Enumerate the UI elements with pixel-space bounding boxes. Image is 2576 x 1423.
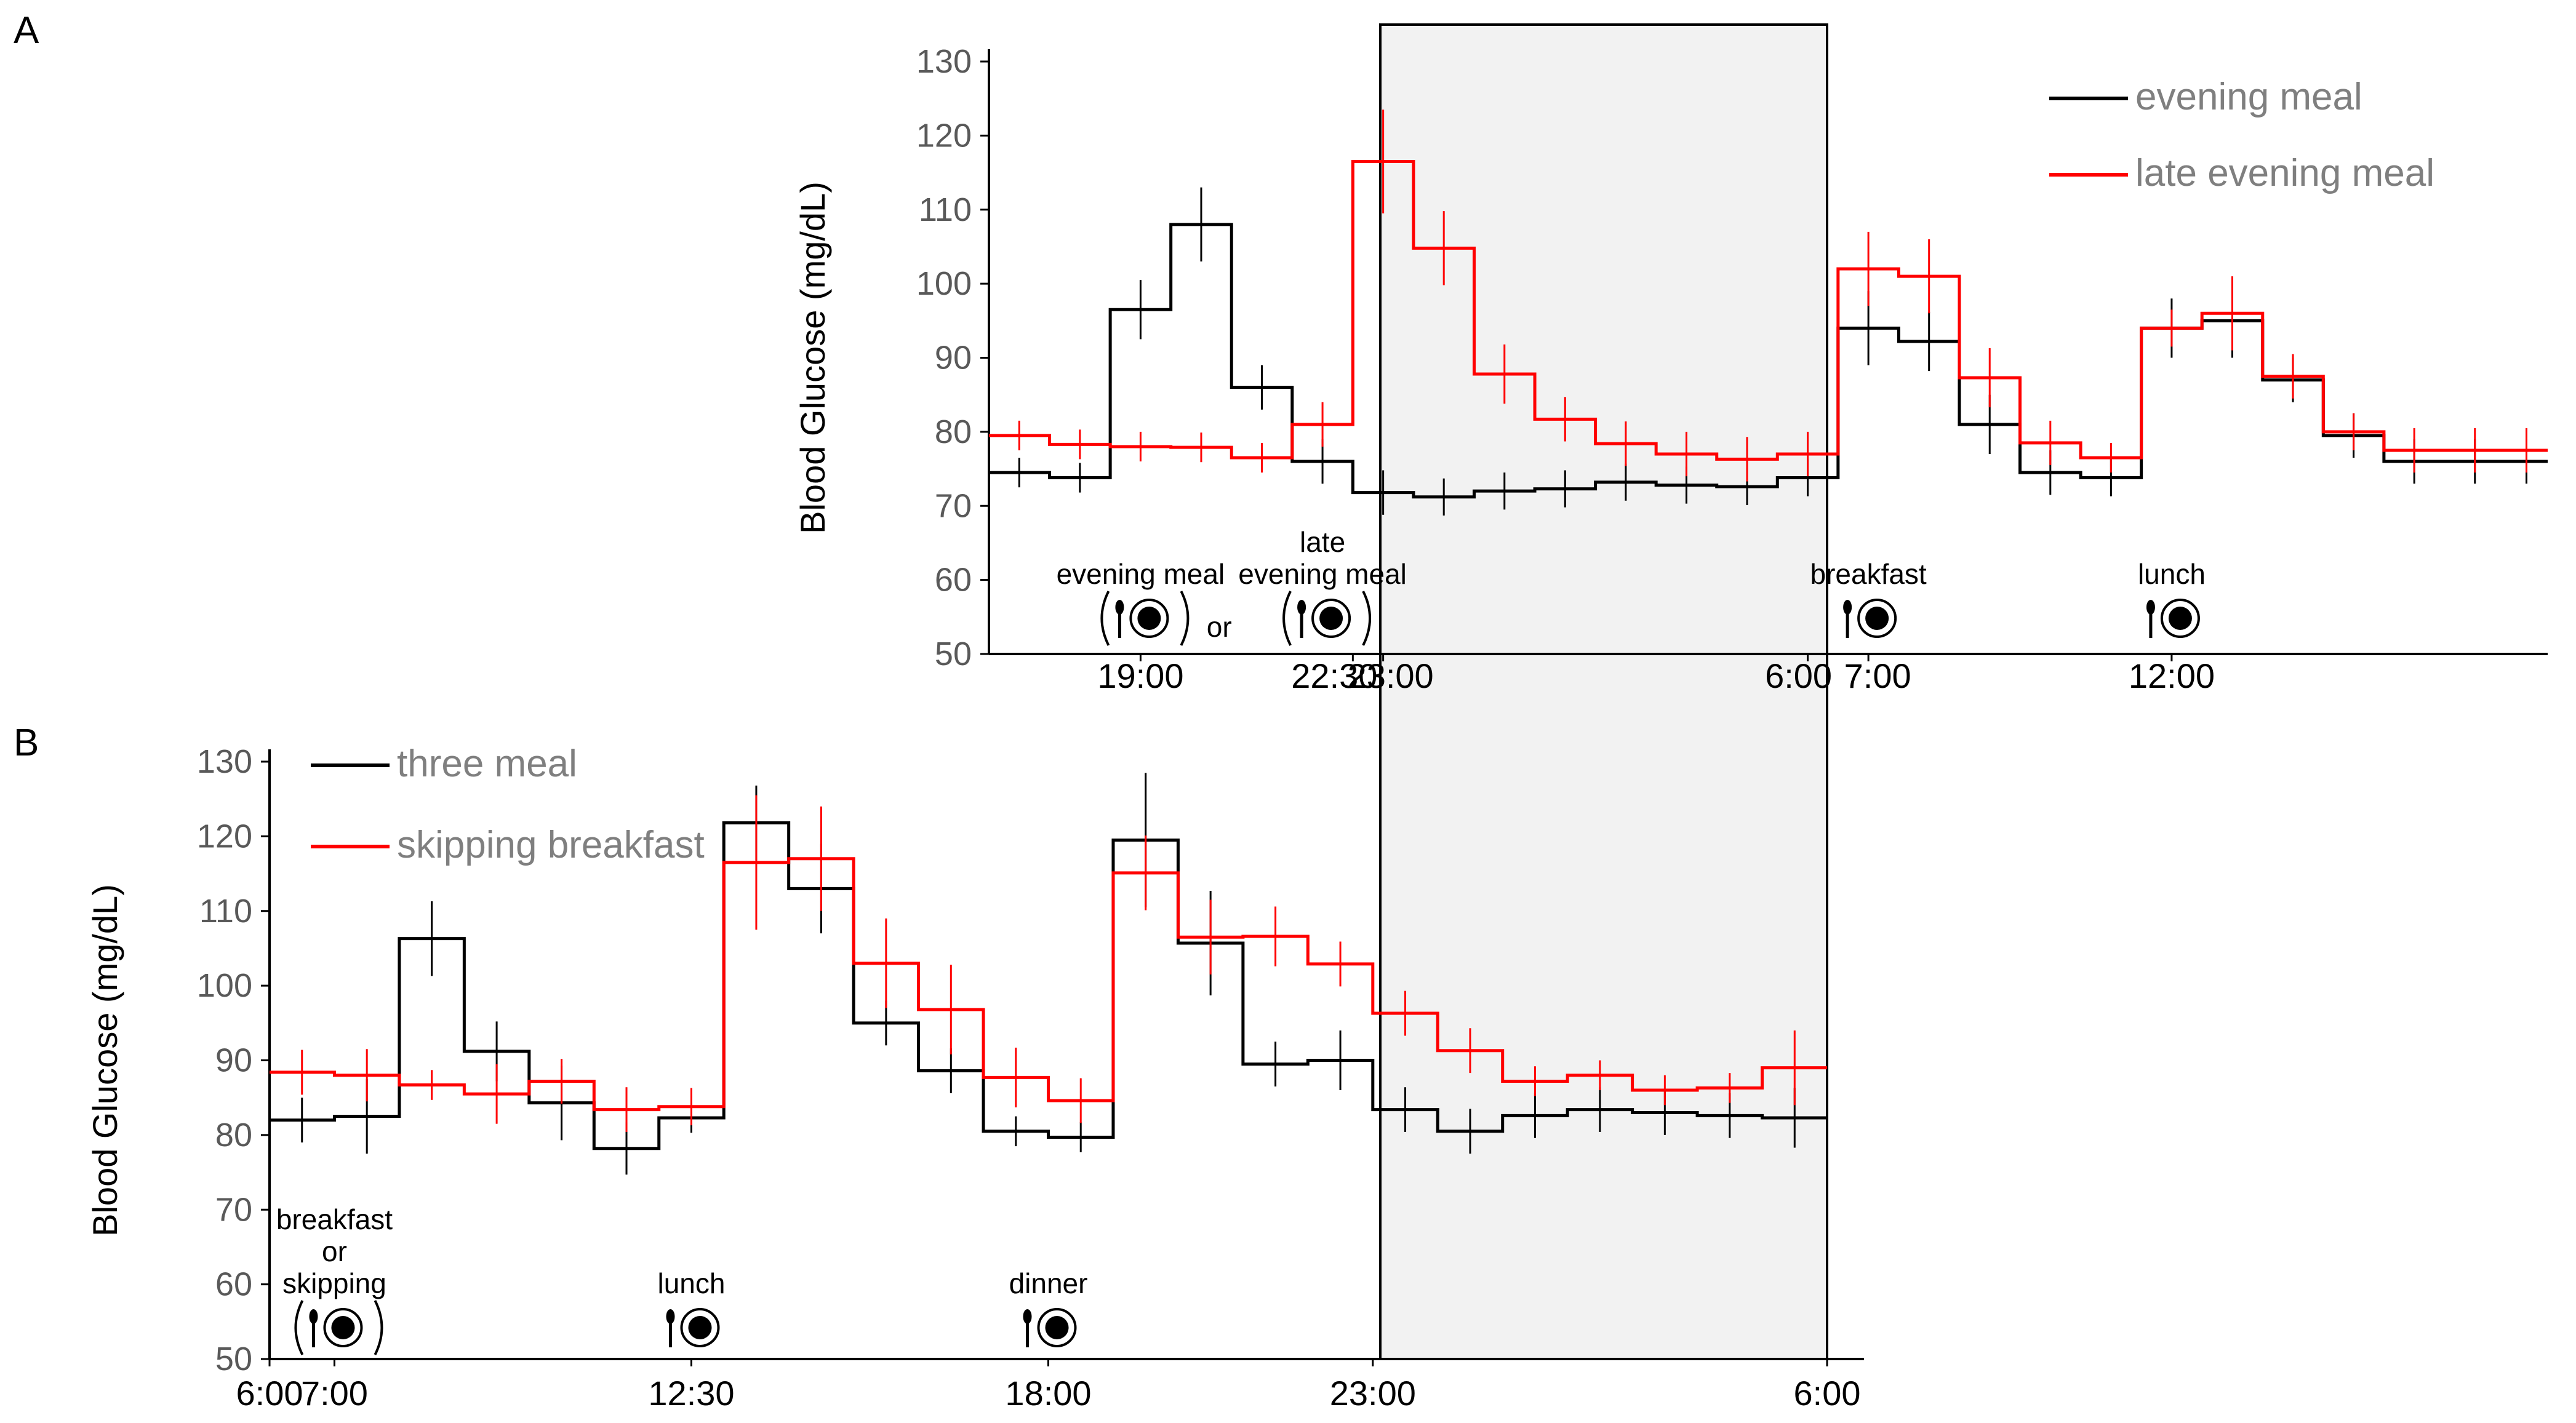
- x-tick-label: 23:00: [1330, 1374, 1416, 1413]
- legend-label: three meal: [397, 743, 577, 785]
- y-tick-label: 120: [916, 117, 972, 154]
- meal-label: breakfast: [1810, 558, 1927, 590]
- meal-icon: [2146, 599, 2200, 638]
- meal-label: breakfast or skipping: [276, 1203, 393, 1299]
- series-evening-meal: [989, 187, 2548, 516]
- meal-label: dinner: [1009, 1267, 1088, 1299]
- y-tick-label: 130: [916, 43, 972, 80]
- y-tick-label: 80: [215, 1117, 252, 1154]
- meal-icon: [1023, 1308, 1077, 1347]
- legend-label: late evening meal: [2135, 152, 2434, 194]
- y-tick-label: 100: [916, 265, 972, 302]
- series-late-evening-meal: [989, 110, 2548, 482]
- series-skipping-breakfast: [270, 795, 1827, 1133]
- meal-label: lunch: [2138, 558, 2206, 590]
- meal-label: evening meal: [1057, 558, 1225, 590]
- y-tick-label: 90: [935, 340, 972, 377]
- panel-b-chart: 50 60 70 80 90 100 110 120 130 Blood Glucose (mg/…: [86, 743, 1864, 1413]
- x-tick-label: 23:00: [1348, 656, 1434, 695]
- x-tick-label: 12:00: [2129, 656, 2215, 695]
- x-tick-label: 7:00: [301, 1374, 368, 1413]
- x-tick-label: 7:00: [1844, 656, 1911, 695]
- meal-icon: [666, 1308, 720, 1347]
- x-tick-label: 6:00: [1794, 1374, 1861, 1413]
- night-shaded-band: [1379, 23, 1828, 1360]
- x-tick-label: 18:00: [1005, 1374, 1091, 1413]
- y-tick-label: 110: [199, 893, 252, 930]
- meal-icon: [1282, 591, 1372, 646]
- y-tick-label: 50: [935, 636, 972, 672]
- y-tick-label: 60: [935, 562, 972, 599]
- y-tick-label: 120: [197, 818, 252, 855]
- y-tick-label: 60: [215, 1266, 252, 1303]
- x-tick-label: 22:30: [1291, 656, 1377, 695]
- y-tick-label: 70: [215, 1191, 252, 1228]
- x-tick-label: 19:00: [1097, 656, 1183, 695]
- y-tick-label: 90: [215, 1042, 252, 1079]
- panel-a-letter: A: [14, 9, 39, 52]
- meal-label: lunch: [657, 1267, 725, 1299]
- meal-label: late evening meal: [1238, 526, 1407, 590]
- x-tick-label: 6:00: [236, 1374, 303, 1413]
- panel-a-chart: 50 60 70 80 90 100 110 120 130 Blood Glucose (mg/…: [793, 43, 2548, 695]
- y-tick-label: 130: [197, 743, 252, 780]
- series-line: [270, 857, 1827, 1112]
- y-tick-label: 70: [935, 487, 972, 524]
- x-tick-label: 12:30: [648, 1374, 734, 1413]
- y-tick-label: 80: [935, 413, 972, 450]
- meal-icon: [1100, 591, 1190, 646]
- meal-or-label: or: [1207, 611, 1232, 643]
- meal-icon: [294, 1300, 383, 1355]
- y-tick-label: 110: [919, 191, 972, 228]
- legend-label: evening meal: [2135, 76, 2362, 118]
- y-axis-title: Blood Glucose (mg/dL): [86, 884, 124, 1237]
- meal-icon: [1843, 599, 1897, 638]
- x-tick-label: 6:00: [1765, 656, 1832, 695]
- y-axis-title: Blood Glucose (mg/dL): [793, 181, 832, 534]
- y-tick-label: 100: [197, 967, 252, 1004]
- legend-label: skipping breakfast: [397, 824, 705, 866]
- panel-b-letter: B: [14, 722, 39, 764]
- y-tick-label: 50: [215, 1341, 252, 1377]
